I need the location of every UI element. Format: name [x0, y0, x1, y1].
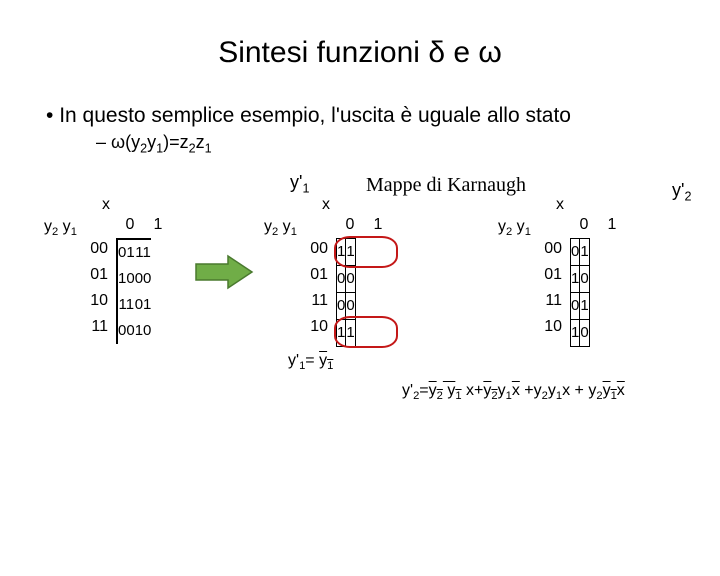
rowhdr-left-2: 10 — [84, 292, 108, 310]
colhdr-left-0: 0 — [116, 216, 144, 234]
cell-r-00-0: 0 — [571, 238, 580, 265]
cell-l-01-0: 10 — [117, 266, 135, 292]
equation-y2: y'2=y2 y1 x+y2y1x +y2y1x + y2y1x — [402, 382, 625, 402]
rowhdr-mid-2: 11 — [304, 292, 328, 310]
cell-r-10-0: 1 — [571, 319, 580, 346]
colhdr-right-1: 1 — [598, 216, 626, 234]
cell-r-01-1: 0 — [580, 265, 589, 292]
cell-r-10-1: 0 — [580, 319, 589, 346]
cell-m-01-1: 0 — [346, 265, 355, 292]
colhdr-mid-1: 1 — [364, 216, 392, 234]
axis-x-mid: x — [322, 196, 330, 214]
rowhdr-left-1: 01 — [84, 266, 108, 284]
cell-l-00-1: 11 — [135, 239, 152, 266]
rowhdr-left-3: 11 — [84, 318, 108, 336]
kmap-title: Mappe di Karnaugh — [366, 174, 526, 197]
axis-y-mid: y2 y1 — [264, 218, 297, 238]
cell-m-00-0: 1 — [337, 238, 346, 265]
cell-l-10-1: 01 — [135, 292, 152, 318]
cell-l-00-0: 01 — [117, 239, 135, 266]
axis-y-right: y2 y1 — [498, 218, 531, 238]
rowhdr-mid-1: 01 — [304, 266, 328, 284]
rowhdr-right-1: 01 — [538, 266, 562, 284]
rowhdr-right-3: 10 — [538, 318, 562, 336]
yprime1-label: y'1 — [290, 172, 309, 196]
cell-r-11-1: 1 — [580, 292, 589, 319]
cell-m-11-1: 0 — [346, 292, 355, 319]
cell-m-11-0: 0 — [337, 292, 346, 319]
cell-m-10-1: 1 — [346, 319, 355, 346]
bullet-sub: ω(y2y1)=z2z1 — [96, 132, 680, 156]
cell-l-01-1: 00 — [135, 266, 152, 292]
rowhdr-mid-3: 10 — [304, 318, 328, 336]
equation-y1: y'1= y1 — [288, 352, 333, 372]
yprime2-label: y'2 — [672, 180, 691, 204]
rowhdr-right-2: 11 — [538, 292, 562, 310]
cell-m-01-0: 0 — [337, 265, 346, 292]
cell-m-00-1: 1 — [346, 238, 355, 265]
rowhdr-mid-0: 00 — [304, 240, 328, 258]
bullet-main: In questo semplice esempio, l'uscita è u… — [46, 104, 680, 128]
colhdr-mid-0: 0 — [336, 216, 364, 234]
axis-x-right: x — [556, 196, 564, 214]
cell-m-10-0: 1 — [337, 319, 346, 346]
cell-l-10-0: 11 — [117, 292, 135, 318]
axis-y-left: y2 y1 — [44, 218, 77, 238]
cell-r-00-1: 1 — [580, 238, 589, 265]
cell-r-01-0: 1 — [571, 265, 580, 292]
content-area: Mappe di Karnaugh y'1 y'2 x y2 y1 0 1 00… — [0, 156, 720, 436]
cell-l-11-0: 00 — [117, 318, 135, 344]
colhdr-left-1: 1 — [144, 216, 172, 234]
slide-title: Sintesi funzioni δ e ω — [0, 36, 720, 70]
cell-l-11-1: 10 — [135, 318, 152, 344]
rowhdr-left-0: 00 — [84, 240, 108, 258]
arrow-icon — [194, 252, 254, 292]
axis-x-left: x — [102, 196, 110, 214]
rowhdr-right-0: 00 — [538, 240, 562, 258]
colhdr-right-0: 0 — [570, 216, 598, 234]
cell-r-11-0: 0 — [571, 292, 580, 319]
